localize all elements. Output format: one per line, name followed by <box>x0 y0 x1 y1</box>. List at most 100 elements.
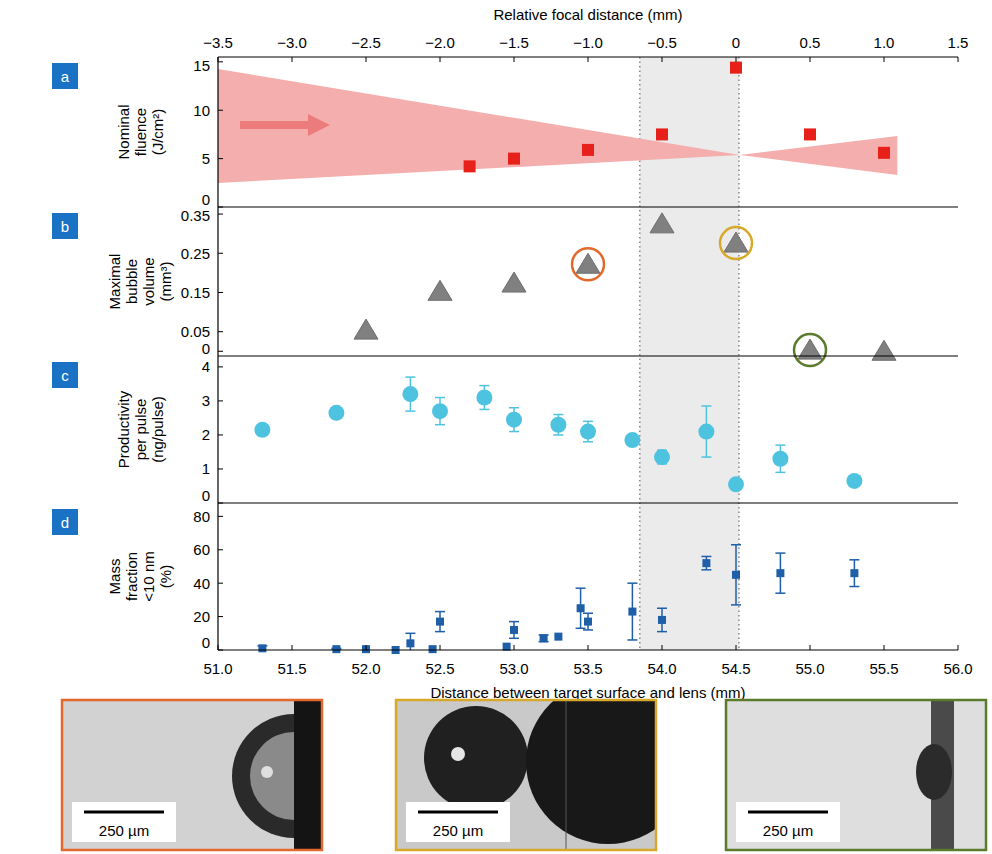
square-marker <box>658 616 666 624</box>
error-bar-cap <box>775 592 785 594</box>
scale-bar-box <box>72 802 176 842</box>
y-tick <box>218 366 223 367</box>
bubble <box>232 714 294 838</box>
error-bar-cap <box>849 586 859 588</box>
error-bar-cap <box>405 633 415 635</box>
y-tick-label: 15 <box>193 57 210 74</box>
y-tick <box>218 549 223 550</box>
error-bar-cap <box>701 556 711 558</box>
y-tick <box>218 61 223 62</box>
image-frame <box>62 700 322 850</box>
square-marker <box>582 144 594 156</box>
x2-tick-label: −2.0 <box>425 34 455 51</box>
image-ground <box>726 700 986 850</box>
markers <box>464 62 890 173</box>
panel-letter-box <box>52 509 78 535</box>
square-marker <box>464 160 476 172</box>
x2-tick-label: −1.5 <box>499 34 529 51</box>
square-marker <box>258 644 266 652</box>
square-marker <box>776 569 784 577</box>
y-title: Productivity <box>115 390 132 468</box>
y-title: (ng/pulse) <box>149 396 166 463</box>
square-marker <box>628 608 636 616</box>
error-bar <box>405 633 415 650</box>
square-marker <box>540 634 548 642</box>
panel-letter: d <box>61 514 69 531</box>
x-tick <box>958 645 959 650</box>
circle-marker <box>846 473 862 489</box>
square-marker <box>702 559 710 567</box>
ring-marker <box>720 227 752 259</box>
panel-letter-box <box>52 213 78 239</box>
error-bar-cap <box>701 569 711 571</box>
y-title: volume <box>140 257 157 305</box>
x-tick <box>662 645 663 650</box>
scale-label: 250 µm <box>763 822 813 839</box>
error-bar <box>435 612 445 632</box>
error-bar-cap <box>775 472 785 474</box>
x2-tick <box>884 57 885 62</box>
scale-bar-box <box>736 802 840 842</box>
error-bar-cap <box>405 410 415 412</box>
y-tick-label: 0 <box>202 634 210 651</box>
bubble-spot <box>451 747 465 761</box>
y-axis <box>217 503 218 650</box>
error-bar-cap <box>479 409 489 411</box>
error-bar-cap <box>583 421 593 423</box>
x-title: Distance between target surface and lens… <box>430 684 745 701</box>
circle-marker <box>550 417 566 433</box>
y-tick <box>218 468 223 469</box>
circle-marker <box>580 424 596 440</box>
error-bar-cap <box>509 638 519 640</box>
y-tick <box>218 158 223 159</box>
y-tick <box>218 616 223 617</box>
x-tick-label: 55.5 <box>869 660 898 677</box>
y-tick-label: 0 <box>202 191 210 208</box>
x-tick-label: 52.5 <box>425 660 454 677</box>
y-tick-label: 1 <box>202 460 210 477</box>
y-title: fraction <box>123 552 140 601</box>
x-tick <box>736 645 737 650</box>
y-tick-label: 0.05 <box>181 323 210 340</box>
square-marker <box>656 128 668 140</box>
square-marker <box>406 639 414 647</box>
square-marker <box>584 618 592 626</box>
x2-tick-label: 0 <box>732 34 740 51</box>
triangle-marker <box>428 280 452 300</box>
x-tick <box>884 645 885 650</box>
y-tick-label: 40 <box>193 575 210 592</box>
y-tick-label: 10 <box>193 102 210 119</box>
error-bar-cap <box>627 639 637 641</box>
scale-label: 250 µm <box>99 822 149 839</box>
triangle-marker <box>354 319 378 339</box>
x-tick <box>810 645 811 650</box>
error-bar-cap <box>479 385 489 387</box>
square-marker <box>508 153 520 165</box>
y-tick <box>218 207 223 208</box>
figure: 051015Nominalfluence(J/cm²)a−3.5−3.0−2.5… <box>0 0 992 854</box>
error-bar-cap <box>583 441 593 443</box>
x-tick-label: 55.0 <box>795 660 824 677</box>
y-tick-label: 60 <box>193 541 210 558</box>
x-axis <box>218 355 958 356</box>
image-frame <box>726 700 986 850</box>
y-tick-label: 80 <box>193 508 210 525</box>
x2-tick-label: −3.5 <box>203 34 233 51</box>
scale-bar-box <box>406 802 510 842</box>
circle-marker <box>476 390 492 406</box>
error-bar-cap <box>701 405 711 407</box>
y-title: per pulse <box>132 399 149 461</box>
x2-tick <box>958 57 959 62</box>
x-tick-label: 51.0 <box>203 660 232 677</box>
y-tick <box>218 400 223 401</box>
error-bar-cap <box>576 628 586 630</box>
x-axis <box>218 206 958 207</box>
square-marker <box>429 645 437 653</box>
error-bar <box>701 556 711 569</box>
y-title: fluence <box>132 108 149 156</box>
y-tick <box>218 214 223 215</box>
y-title: Mass <box>106 559 123 595</box>
x2-tick-label: −0.5 <box>647 34 677 51</box>
x-tick-label: 53.0 <box>499 660 528 677</box>
error-bar-cap <box>849 559 859 561</box>
